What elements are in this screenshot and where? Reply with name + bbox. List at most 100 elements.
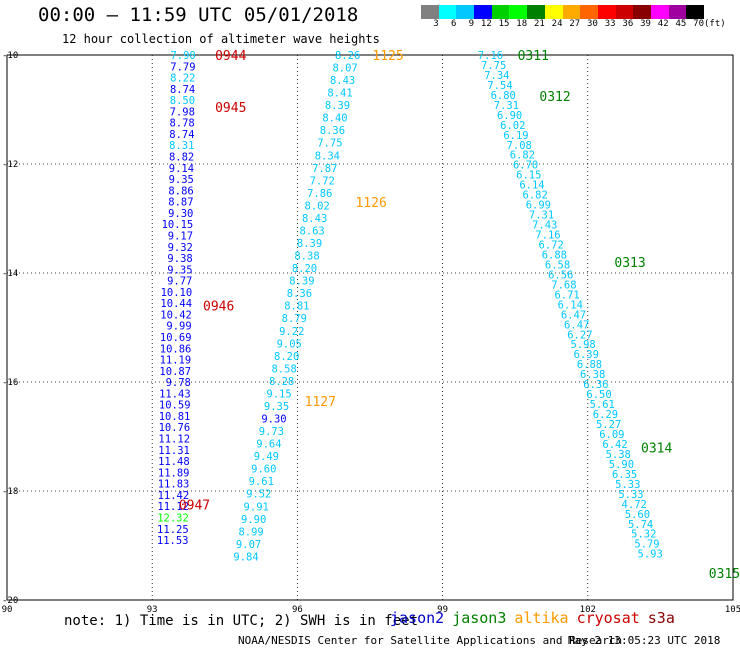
wave-height-label: 9.17 [168,230,193,242]
color-scale-label: 15 [498,19,510,29]
wave-height-label: 11.19 [160,355,192,367]
wave-height-label: 6.14 [519,180,544,192]
color-scale-label: 9 [468,19,475,29]
wave-height-label: 11.83 [158,479,190,491]
wave-height-label: 11.42 [158,490,190,502]
wave-height-label: 9.30 [168,208,193,220]
wave-height-label: 8.74 [169,129,194,141]
wave-height-label: 9.05 [277,338,302,350]
pass-time-label: 0313 [614,256,645,271]
color-scale-labels: 3 6 9 12 15 18 21 24 27 30 33 36 39 42 45 70 (ft) [421,19,725,29]
color-scale-label: 39 [640,19,651,29]
wave-height-label: 7.87 [312,163,337,175]
x-tick-label: 96 [292,605,303,615]
wave-height-label: 10.42 [160,309,192,321]
wave-height-label: 6.39 [574,349,599,361]
color-swatch [509,5,528,19]
wave-height-label: 9.30 [261,414,286,426]
wave-height-label: 9.91 [244,501,269,513]
wave-height-label: 9.60 [251,464,276,476]
wave-height-label: 8.38 [294,251,319,263]
pass-time-label: 0944 [215,49,246,64]
pass-time-label: 0315 [709,567,740,582]
wave-height-label: 6.42 [602,439,627,451]
color-swatch [544,5,563,19]
color-scale-label: 70 [693,19,704,29]
wave-height-label: 8.22 [170,73,195,85]
legend-item-jason3: jason3 [452,609,507,627]
color-swatch [474,5,492,19]
wave-height-label: 5.61 [590,399,615,411]
legend-item-cryosat: cryosat [576,609,640,627]
wave-height-label: 8.78 [169,118,194,130]
color-scale-label: 27 [569,19,581,29]
color-swatch [633,5,651,19]
color-scale-label: 12 [480,19,492,29]
wave-height-label: 8.43 [302,213,327,225]
wave-height-label: 10.86 [160,343,192,355]
wave-height-label: 6.35 [612,469,637,481]
wave-height-label: 8.99 [238,526,263,538]
wave-height-label: 9.15 [266,388,291,400]
wave-height-label: 6.02 [500,120,525,132]
wave-height-label: 10.10 [161,287,193,299]
color-scale-label: 6 [450,19,457,29]
wave-height-label: 6.88 [542,249,567,261]
wave-height-label: 6.50 [586,389,611,401]
wave-height-label: 8.39 [289,276,314,288]
color-swatch [491,5,510,19]
pass-time-label: 0314 [641,441,672,456]
wave-height-label: 6.90 [497,110,522,122]
wave-height-label: 7.16 [535,230,560,242]
wave-height-label: 10.81 [159,411,191,423]
wave-height-label: 11.12 [157,501,189,513]
satellite-legend: jason2 jason3 altika cryosat s3a [390,609,683,627]
x-tick-label: 105 [725,605,740,615]
color-scale-label: 24 [551,19,563,29]
wave-height-label: 5.33 [615,479,640,491]
wave-height-label: 6.82 [523,190,548,202]
wave-height-label: 6.58 [545,259,570,271]
wave-height-label: 9.22 [279,326,304,338]
wave-height-label: 9.99 [166,321,191,333]
wave-height-label: 9.61 [249,476,274,488]
y-tick-label: -18 [2,487,18,497]
color-swatch [615,5,634,19]
color-swatch [456,5,475,19]
wave-height-label: 8.41 [327,88,352,100]
color-scale-label: 3 [433,19,439,29]
wave-height-label: 6.27 [567,329,592,341]
wave-height-label: 7.16 [478,50,503,62]
wave-height-label: 10.76 [159,422,191,434]
wave-height-label: 8.82 [169,152,194,164]
pass-time-label: 0312 [539,90,570,105]
wave-height-label: 8.43 [330,75,355,87]
wave-height-label: 5.27 [596,419,621,431]
wave-height-label: 9.77 [167,276,192,288]
wave-height-label: 8.07 [332,63,357,75]
wave-height-label: 9.35 [264,401,289,413]
wave-height-label: 6.70 [513,160,538,172]
wave-height-label: 11.48 [158,456,190,468]
color-swatch [562,5,581,19]
wave-height-label: 9.78 [166,377,191,389]
wave-height-label: 9.73 [259,426,284,438]
wave-height-label: 6.15 [516,170,541,182]
pass-time-label: 0946 [203,300,234,315]
color-swatch [527,5,545,19]
page-subtitle: 12 hour collection of altimeter wave hei… [62,32,380,46]
y-tick-label: -12 [2,160,18,170]
wave-height-label: 6.19 [503,130,528,142]
wave-height-label: 6.38 [580,369,605,381]
wave-height-label: 5.38 [606,449,631,461]
color-swatch [438,5,457,19]
wave-height-label: 7.72 [310,175,335,187]
wave-height-label: 8.02 [305,200,330,212]
color-scale-label: 30 [587,19,598,29]
wave-height-label: 9.49 [254,451,279,463]
wave-height-label: 11.89 [158,467,190,479]
wave-height-label: 5.33 [618,489,643,501]
wave-height-label: 8.81 [284,301,309,313]
credit-line: NOAA/NESDIS Center for Satellite Applica… [238,634,623,647]
